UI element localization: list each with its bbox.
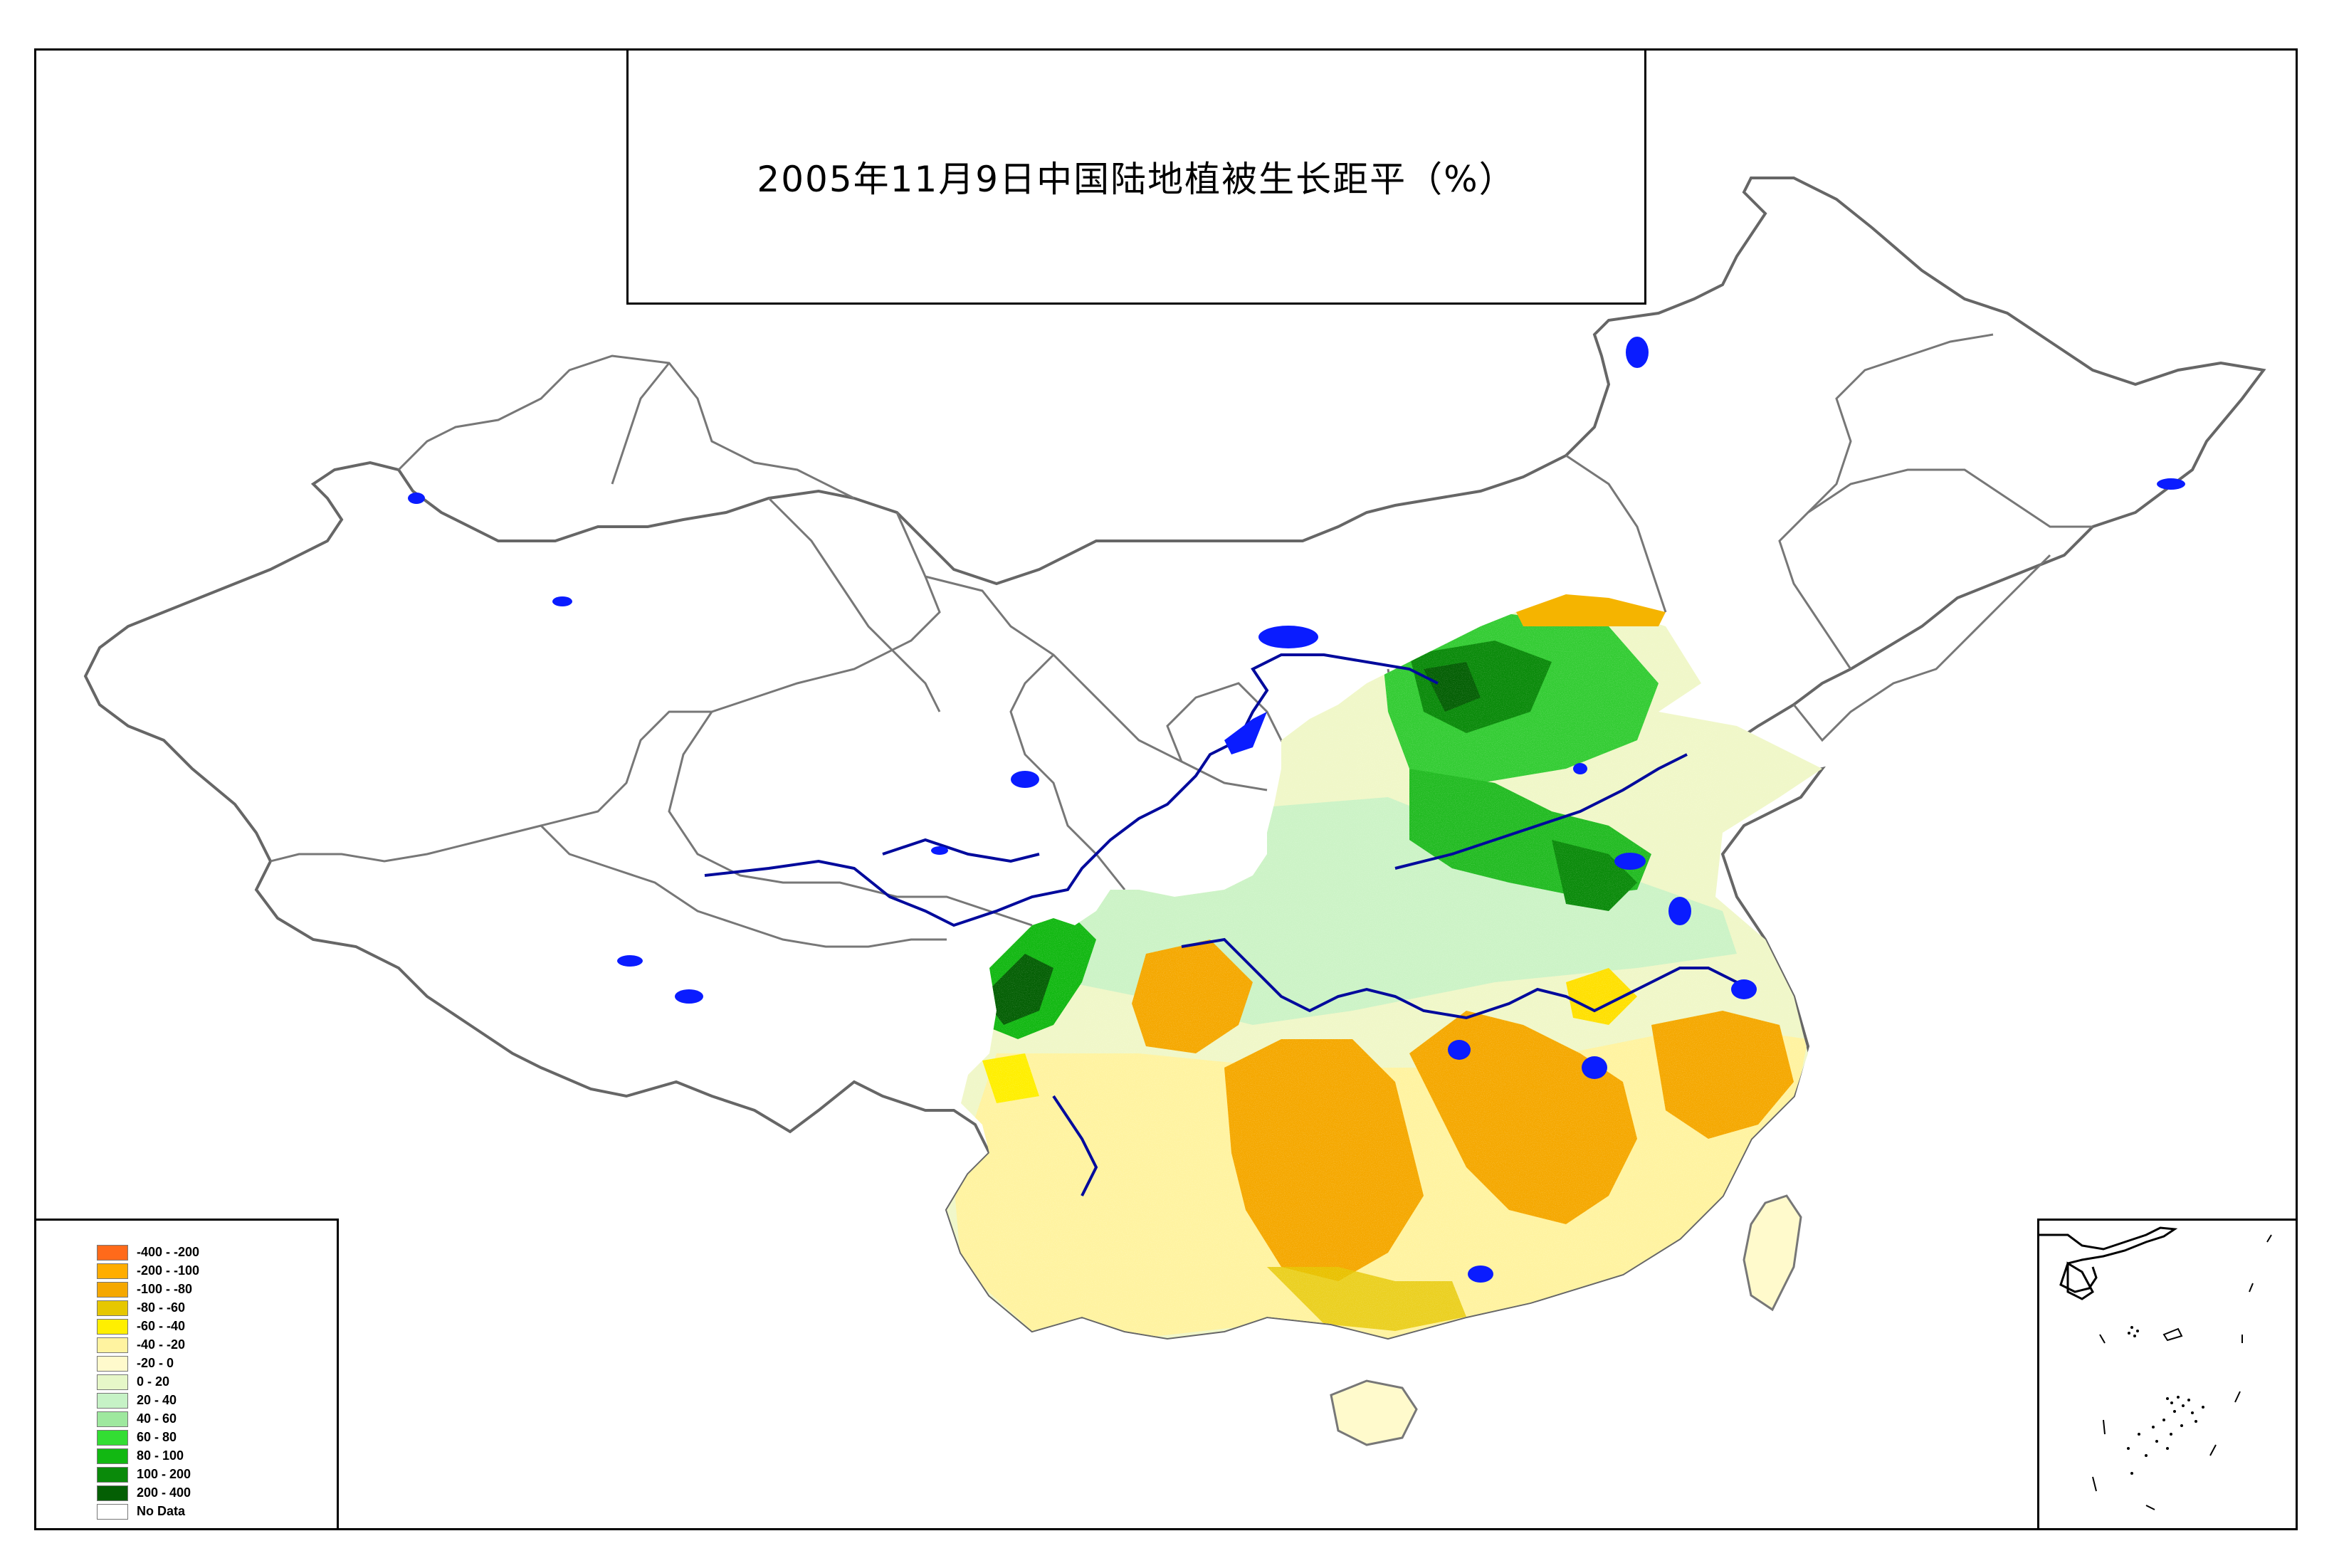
legend-label: -40 - -20 [137, 1337, 186, 1352]
map-title: 2005年11月9日中国陆地植被生长距平（%） [757, 159, 1516, 200]
legend-item: No Data [97, 1503, 185, 1520]
legend-label: 20 - 40 [137, 1393, 177, 1407]
legend-label: -60 - -40 [137, 1319, 186, 1333]
legend-label: 200 - 400 [137, 1485, 191, 1500]
legend-swatch [97, 1466, 128, 1483]
hainan-island [1330, 1379, 1418, 1446]
legend-item: -80 - -60 [97, 1299, 185, 1317]
legend-item: -100 - -80 [97, 1280, 192, 1298]
legend-swatch [97, 1263, 128, 1279]
legend-label: 60 - 80 [137, 1430, 177, 1444]
inset-nine-dash-line [2092, 1234, 2272, 1510]
legend-label: 40 - 60 [137, 1411, 177, 1426]
inset-island [2162, 1327, 2183, 1342]
legend-item: 100 - 200 [97, 1466, 191, 1483]
legend-swatch [97, 1448, 128, 1464]
legend-item: 60 - 80 [97, 1428, 177, 1446]
rivers [704, 653, 1738, 1196]
legend-label: 0 - 20 [137, 1374, 170, 1389]
legend-label: 80 - 100 [137, 1448, 184, 1463]
legend-swatch [97, 1355, 128, 1372]
anomaly-field [947, 594, 1822, 1338]
legend-label: -200 - -100 [137, 1263, 200, 1278]
legend: -400 - -200 -200 - -100 -100 - -80 -80 -… [34, 1219, 339, 1530]
legend-item: 200 - 400 [97, 1484, 191, 1502]
legend-item: -200 - -100 [97, 1262, 199, 1280]
legend-swatch [97, 1374, 128, 1390]
legend-item: 0 - 20 [97, 1373, 169, 1391]
legend-swatch [97, 1300, 128, 1316]
legend-swatch [97, 1503, 128, 1520]
legend-label: 100 - 200 [137, 1467, 191, 1481]
legend-swatch [97, 1244, 128, 1261]
inset-coastline [2039, 1226, 2178, 1293]
legend-label: -20 - 0 [137, 1356, 174, 1370]
legend-item: 20 - 40 [97, 1391, 177, 1409]
legend-swatch [97, 1392, 128, 1409]
legend-label: -400 - -200 [137, 1245, 200, 1259]
legend-label: -100 - -80 [137, 1282, 193, 1296]
south-china-sea-inset [2037, 1219, 2298, 1530]
legend-item: -400 - -200 [97, 1243, 199, 1261]
legend-swatch [97, 1337, 128, 1353]
legend-item: -40 - -20 [97, 1336, 185, 1354]
legend-item: 40 - 60 [97, 1410, 177, 1428]
legend-item: -20 - 0 [97, 1354, 174, 1372]
legend-item: -60 - -40 [97, 1317, 185, 1335]
lakes [408, 337, 2185, 1283]
north-orange-patch [1516, 594, 1666, 626]
taiwan-island [1743, 1194, 1802, 1312]
legend-label: No Data [137, 1504, 186, 1518]
legend-label: -80 - -60 [137, 1300, 186, 1315]
legend-item: 80 - 100 [97, 1447, 184, 1465]
legend-swatch [97, 1318, 128, 1335]
title-box: 2005年11月9日中国陆地植被生长距平（%） [626, 48, 1646, 305]
inset-hainan [2066, 1261, 2094, 1300]
legend-swatch [97, 1281, 128, 1298]
legend-swatch [97, 1429, 128, 1446]
legend-swatch [97, 1485, 128, 1501]
inset-map [2039, 1226, 2272, 1510]
legend-swatch [97, 1411, 128, 1427]
inset-islands-dots [2127, 1326, 2204, 1475]
